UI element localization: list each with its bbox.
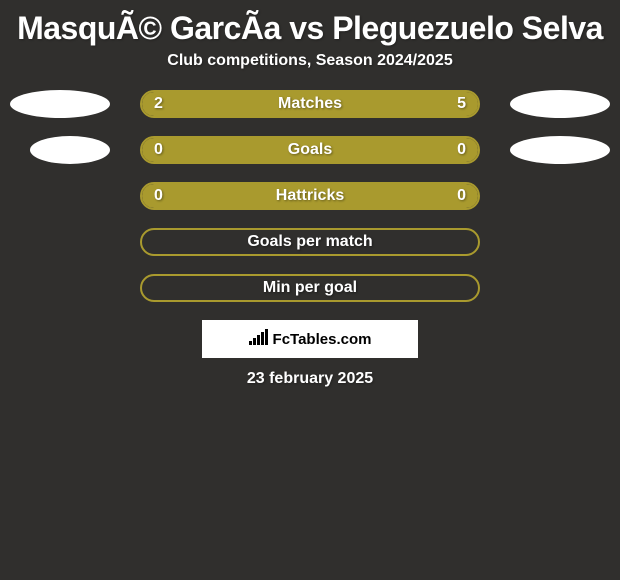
- stat-row: 2 Matches 5: [10, 90, 610, 118]
- stat-label: Hattricks: [276, 187, 344, 205]
- branding-text: FcTables.com: [273, 331, 372, 348]
- page-subtitle: Club competitions, Season 2024/2025: [0, 52, 620, 90]
- stat-bar-content: Min per goal: [140, 274, 480, 302]
- right-player-ellipse: [510, 90, 610, 118]
- left-player-ellipse: [10, 90, 110, 118]
- stat-bar: 0 Goals 0: [140, 136, 480, 164]
- stat-left-value: 2: [154, 95, 163, 113]
- stat-label: Goals per match: [247, 233, 372, 251]
- comparison-widget: MasquÃ© GarcÃa vs Pleguezuelo Selva Club…: [0, 0, 620, 580]
- stat-bar: 0 Hattricks 0: [140, 182, 480, 210]
- stat-right-value: 0: [457, 141, 466, 159]
- stat-bar: Goals per match: [140, 228, 480, 256]
- stat-left-value: 0: [154, 187, 163, 205]
- stat-bar-content: 0 Hattricks 0: [140, 182, 480, 210]
- stat-label: Goals: [288, 141, 332, 159]
- stat-row: 0 Goals 0: [10, 136, 610, 164]
- stat-row: 0 Hattricks 0: [10, 182, 610, 210]
- date-text: 23 february 2025: [0, 370, 620, 388]
- stat-bar: 2 Matches 5: [140, 90, 480, 118]
- stat-label: Matches: [278, 95, 342, 113]
- stat-bar-content: 0 Goals 0: [140, 136, 480, 164]
- stat-right-value: 5: [457, 95, 466, 113]
- right-player-ellipse: [510, 136, 610, 164]
- stat-left-value: 0: [154, 141, 163, 159]
- left-player-ellipse: [30, 136, 110, 164]
- stat-right-value: 0: [457, 187, 466, 205]
- stat-row: Goals per match: [10, 228, 610, 256]
- stat-bar-content: Goals per match: [140, 228, 480, 256]
- chart-bars-icon: [249, 329, 269, 349]
- branding-logo[interactable]: FcTables.com: [202, 320, 418, 358]
- stat-bar-content: 2 Matches 5: [140, 90, 480, 118]
- stats-area: 2 Matches 5 0 Goals 0 0 Hattricks 0 Goals per mat…: [0, 90, 620, 302]
- stat-label: Min per goal: [263, 279, 357, 297]
- page-title: MasquÃ© GarcÃa vs Pleguezuelo Selva: [0, 0, 620, 52]
- stat-bar: Min per goal: [140, 274, 480, 302]
- stat-row: Min per goal: [10, 274, 610, 302]
